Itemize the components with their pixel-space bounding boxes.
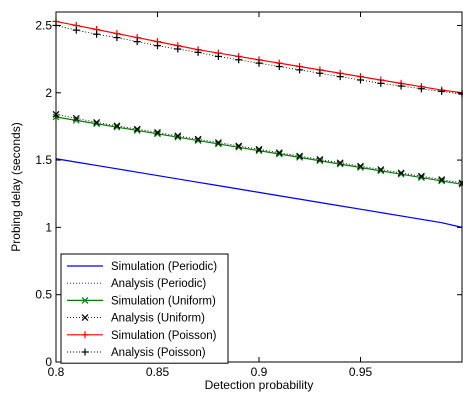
- x-marker: [397, 170, 405, 178]
- x-tick-label: 0.85: [146, 365, 170, 379]
- x-tick-label: 0.9: [251, 365, 268, 379]
- series-line: [55, 158, 463, 228]
- series-layer: [52, 17, 463, 228]
- x-marker: [417, 172, 425, 180]
- x-marker: [235, 142, 243, 150]
- x-marker: [316, 157, 324, 165]
- x-marker: [336, 159, 344, 167]
- y-tick-label: 1: [45, 220, 52, 234]
- x-marker: [397, 169, 405, 177]
- legend: Simulation (Periodic) Analysis (Periodic)…: [60, 253, 229, 364]
- x-marker: [81, 314, 89, 322]
- legend-item: Analysis (Poisson): [67, 347, 206, 359]
- x-marker: [255, 147, 263, 155]
- legend-label: Analysis (Poisson): [111, 347, 206, 359]
- x-marker: [72, 114, 80, 122]
- legend-item: Analysis (Uniform): [67, 313, 205, 325]
- series-1: [55, 158, 463, 228]
- legend-label: Simulation (Uniform): [111, 295, 216, 307]
- legend-label: Simulation (Periodic): [111, 261, 217, 273]
- legend-item: Simulation (Periodic): [67, 261, 217, 273]
- x-marker: [93, 118, 101, 126]
- legend-item: Simulation (Poisson): [67, 330, 217, 342]
- series-0: [55, 158, 463, 228]
- x-marker: [377, 167, 385, 175]
- series-3: [52, 110, 463, 187]
- x-marker: [336, 160, 344, 168]
- ticks-layer: 0.8 0.85 0.9 0.95 0 0.5 1 1.5 2 2.5: [35, 12, 463, 379]
- x-marker: [235, 143, 243, 151]
- x-marker: [154, 129, 161, 136]
- x-marker: [357, 162, 364, 170]
- x-axis-label: Detection probability: [205, 378, 314, 392]
- x-marker: [174, 132, 182, 140]
- x-marker: [316, 155, 324, 163]
- legend-item: Simulation (Uniform): [67, 295, 216, 307]
- series-line: [55, 158, 463, 228]
- x-marker: [93, 120, 101, 128]
- x-marker: [275, 149, 283, 157]
- series-line: [55, 25, 463, 95]
- x-marker: [275, 150, 283, 158]
- legend-label: Analysis (Uniform): [111, 313, 205, 325]
- x-marker: [113, 122, 121, 130]
- x-marker: [113, 123, 121, 131]
- x-marker: [357, 164, 364, 171]
- y-tick-label: 0.5: [35, 288, 52, 302]
- x-marker: [72, 116, 80, 124]
- x-marker: [194, 137, 202, 144]
- legend-item: Analysis (Periodic): [67, 278, 206, 290]
- y-tick-label: 2.5: [35, 18, 52, 32]
- legend-label: Analysis (Periodic): [111, 278, 206, 290]
- x-marker: [417, 174, 425, 182]
- x-tick-label: 0.8: [48, 365, 65, 379]
- x-marker: [174, 133, 182, 141]
- x-marker: [296, 152, 304, 160]
- x-marker: [438, 176, 446, 184]
- x-tick-label: 0.95: [349, 365, 373, 379]
- series-5: [52, 21, 463, 98]
- y-tick-label: 2: [45, 86, 52, 100]
- x-marker: [377, 166, 385, 173]
- x-marker: [133, 125, 141, 133]
- legend-box: [60, 253, 229, 364]
- x-marker: [214, 139, 222, 147]
- y-axis-label: Probing delay (seconds): [9, 122, 23, 251]
- x-marker: [194, 135, 202, 143]
- series-2: [52, 113, 463, 188]
- legend-label: Simulation (Poisson): [111, 330, 217, 342]
- x-marker: [154, 130, 161, 138]
- x-marker: [296, 153, 304, 161]
- y-tick-label: 0: [45, 355, 52, 369]
- x-marker: [255, 145, 263, 153]
- x-marker: [81, 296, 89, 304]
- x-marker: [214, 140, 222, 148]
- y-tick-label: 1.5: [35, 153, 52, 167]
- x-marker: [438, 177, 446, 185]
- x-marker: [133, 127, 141, 134]
